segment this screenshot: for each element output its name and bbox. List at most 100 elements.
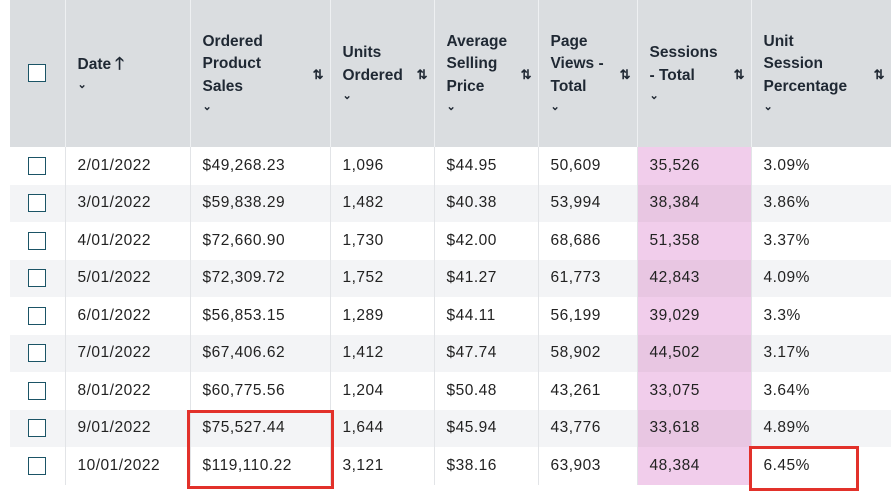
date-cell: 3/01/2022	[65, 184, 191, 222]
ordered-product-sales-cell: $67,406.62	[190, 334, 331, 372]
page-views-cell: 43,261	[538, 372, 638, 410]
table-row: 6/01/2022 $56,853.15 1,289 $44.11 56,199 39,0…	[10, 297, 891, 335]
units-ordered-cell: 1,289	[330, 297, 435, 335]
sort-icon[interactable]: ⇅	[416, 66, 428, 82]
page-views-cell: 61,773	[538, 259, 638, 297]
unit-session-percentage-cell: 4.89%	[751, 409, 891, 447]
page-views-cell: 43,776	[538, 409, 638, 447]
ordered-product-sales-cell: $119,110.22	[190, 447, 331, 485]
date-cell: 2/01/2022	[65, 147, 191, 185]
row-checkbox[interactable]	[28, 456, 47, 475]
average-selling-price-header-cell: Average Selling Price ⌄ ⇅	[435, 31, 538, 117]
sort-icon[interactable]: ⇅	[619, 66, 631, 82]
sort-icon[interactable]: ⇅	[733, 66, 745, 82]
average-selling-price-cell: $45.94	[434, 409, 539, 447]
column-header-page-views-total[interactable]: Page Views - Total ⌄ ⇅	[538, 0, 638, 147]
header-label-line: Units	[342, 44, 382, 61]
date-header-label: Date	[77, 55, 112, 73]
select-all-header	[10, 0, 66, 147]
sort-icon[interactable]: ⇅	[312, 66, 324, 82]
row-checkbox[interactable]	[28, 344, 47, 363]
sessions-cell: 48,384	[637, 447, 752, 485]
column-header-ordered-product-sales[interactable]: Ordered Product Sales ⌄ ⇅	[190, 0, 331, 147]
header-label-line: Total	[550, 77, 587, 95]
unit-session-percentage-cell: 3.86%	[751, 184, 891, 222]
row-checkbox[interactable]	[28, 306, 47, 325]
column-header-average-selling-price[interactable]: Average Selling Price ⌄ ⇅	[434, 0, 539, 147]
page-views-cell: 58,902	[538, 334, 638, 372]
select-all-checkbox[interactable]	[28, 64, 47, 83]
chevron-down-icon[interactable]: ⌄	[202, 101, 212, 114]
sessions-header-cell: Sessions - Total ⌄ ⇅	[638, 42, 751, 105]
header-label-line: Views -	[550, 55, 604, 73]
chevron-down-icon[interactable]: ⌄	[342, 90, 352, 102]
header-label-line: Product	[202, 55, 262, 73]
header-label-line: Sessions	[649, 44, 718, 61]
average-selling-price-cell: $40.38	[434, 184, 539, 222]
page-views-cell: 63,903	[538, 447, 638, 485]
row-checkbox[interactable]	[28, 194, 47, 213]
page-views-header-cell: Page Views - Total ⌄ ⇅	[539, 31, 637, 117]
column-header-unit-session-percentage[interactable]: Unit Session Percentage ⌄ ⇅	[751, 0, 891, 147]
header-label-line: Selling	[446, 55, 498, 73]
sessions-cell: 38,384	[637, 184, 752, 222]
date-cell: 6/01/2022	[65, 297, 191, 335]
chevron-down-icon[interactable]: ⌄	[446, 101, 456, 114]
table-row: 9/01/2022 $75,527.44 1,644 $45.94 43,776 33,6…	[10, 409, 891, 447]
unit-session-percentage-cell: 3.37%	[751, 222, 891, 260]
header-label-line: Ordered	[202, 32, 263, 50]
unit-session-percentage-cell: 6.45%	[751, 447, 891, 485]
row-select-cell	[10, 297, 66, 335]
table-row: 8/01/2022 $60,775.56 1,204 $50.48 43,261 33,0…	[10, 372, 891, 410]
column-header-sessions-total[interactable]: Sessions - Total ⌄ ⇅	[637, 0, 752, 147]
ordered-product-sales-cell: $59,838.29	[190, 184, 331, 222]
row-checkbox[interactable]	[28, 231, 47, 250]
row-select-cell	[10, 184, 66, 222]
column-header-units-ordered[interactable]: Units Ordered ⌄ ⇅	[330, 0, 435, 147]
sessions-cell: 39,029	[637, 297, 752, 335]
unit-session-percentage-cell: 4.09%	[751, 259, 891, 297]
sessions-cell: 42,843	[637, 259, 752, 297]
units-ordered-cell: 1,482	[330, 184, 435, 222]
ordered-product-sales-cell: $72,309.72	[190, 259, 331, 297]
chevron-down-icon[interactable]: ⌄	[649, 90, 659, 102]
unit-session-percentage-cell: 3.64%	[751, 372, 891, 410]
row-checkbox[interactable]	[28, 419, 47, 438]
sessions-cell: 35,526	[637, 147, 752, 185]
page-views-cell: 56,199	[538, 297, 638, 335]
row-select-cell	[10, 147, 66, 185]
sort-icon[interactable]: ⇅	[520, 66, 532, 82]
table-row: 10/01/2022 $119,110.22 3,121 $38.16 63,903 48…	[10, 447, 891, 485]
row-select-cell	[10, 222, 66, 260]
header-label-line: Average	[446, 32, 508, 50]
row-checkbox[interactable]	[28, 269, 47, 288]
date-cell: 4/01/2022	[65, 222, 191, 260]
ordered-product-sales-cell: $56,853.15	[190, 297, 331, 335]
header-label-line: Sales	[202, 77, 244, 95]
ordered-product-sales-cell: $72,660.90	[190, 222, 331, 260]
ordered-product-sales-cell: $49,268.23	[190, 147, 331, 185]
table-row: 4/01/2022 $72,660.90 1,730 $42.00 68,686 51,3…	[10, 222, 891, 260]
average-selling-price-cell: $47.74	[434, 334, 539, 372]
row-checkbox[interactable]	[28, 381, 47, 400]
column-header-date[interactable]: Date 🡑 ⌄	[65, 0, 191, 147]
header-label-line: Session	[763, 55, 823, 73]
units-ordered-cell: 1,204	[330, 372, 435, 410]
chevron-down-icon[interactable]: ⌄	[77, 79, 87, 92]
sort-icon[interactable]: ⇅	[873, 66, 885, 82]
date-header-cell: Date 🡑 ⌄	[66, 53, 190, 95]
date-cell: 5/01/2022	[65, 259, 191, 297]
row-checkbox[interactable]	[28, 156, 47, 175]
chevron-down-icon[interactable]: ⌄	[763, 101, 773, 114]
units-ordered-cell: 1,730	[330, 222, 435, 260]
average-selling-price-cell: $50.48	[434, 372, 539, 410]
page-views-cell: 50,609	[538, 147, 638, 185]
table-body: 2/01/2022 $49,268.23 1,096 $44.95 50,609 35,5…	[10, 147, 891, 485]
average-selling-price-cell: $38.16	[434, 447, 539, 485]
average-selling-price-cell: $44.95	[434, 147, 539, 185]
unit-session-percentage-header-cell: Unit Session Percentage ⌄ ⇅	[752, 31, 891, 117]
sort-ascending-icon[interactable]: 🡑	[115, 53, 124, 73]
units-ordered-cell: 1,412	[330, 334, 435, 372]
chevron-down-icon[interactable]: ⌄	[550, 101, 560, 114]
average-selling-price-cell: $44.11	[434, 297, 539, 335]
